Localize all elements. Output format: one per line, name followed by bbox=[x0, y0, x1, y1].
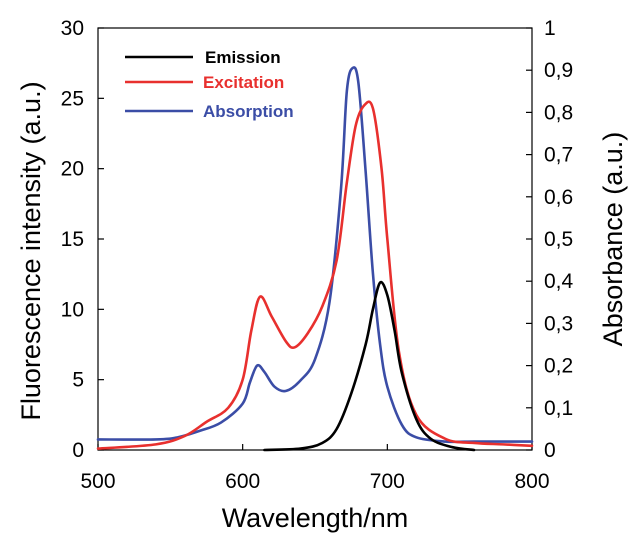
series-line-emission bbox=[263, 280, 476, 452]
plot-area: 0 5 10 15 20 25 30 0 0,1 0,2 0,3 0,4 0,5 0,6 0,7 0,8 0,… bbox=[61, 17, 574, 493]
left-tick-label: 25 bbox=[61, 87, 84, 110]
series-lines bbox=[96, 66, 534, 452]
left-axis-ticks: 0 5 10 15 20 25 30 bbox=[61, 17, 104, 462]
x-tick-label: 800 bbox=[514, 470, 549, 493]
left-tick-label: 0 bbox=[72, 439, 84, 462]
right-tick-label: 0,1 bbox=[544, 397, 573, 420]
right-tick-label: 0,2 bbox=[544, 355, 573, 378]
right-tick-label: 0,3 bbox=[544, 312, 573, 335]
left-tick-label: 15 bbox=[61, 228, 84, 251]
right-tick-label: 0,4 bbox=[544, 270, 574, 293]
x-axis-title: Wavelength/nm bbox=[222, 503, 409, 533]
right-tick-label: 0,9 bbox=[544, 59, 573, 82]
legend: Emission Excitation Absorption bbox=[125, 48, 294, 121]
right-axis-ticks: 0 0,1 0,2 0,3 0,4 0,5 0,6 0,7 0,8 0,9 1 bbox=[526, 17, 574, 462]
right-y-axis-title: Absorbance (a.u.) bbox=[598, 132, 628, 347]
left-tick-label: 10 bbox=[61, 298, 84, 321]
x-tick-label: 700 bbox=[370, 470, 405, 493]
left-tick-label: 5 bbox=[72, 369, 84, 392]
legend-label-excitation: Excitation bbox=[203, 73, 284, 92]
legend-label-emission: Emission bbox=[205, 48, 281, 67]
right-tick-label: 0,6 bbox=[544, 186, 573, 209]
right-tick-label: 1 bbox=[544, 17, 556, 40]
right-tick-label: 0 bbox=[544, 439, 556, 462]
x-tick-label: 600 bbox=[225, 470, 260, 493]
left-tick-label: 20 bbox=[61, 158, 84, 181]
left-tick-label: 30 bbox=[61, 17, 84, 40]
legend-label-absorption: Absorption bbox=[203, 102, 294, 121]
right-tick-label: 0,8 bbox=[544, 101, 573, 124]
right-tick-label: 0,7 bbox=[544, 144, 573, 167]
left-y-axis-title: Fluorescence intensity (a.u.) bbox=[16, 81, 46, 420]
plot-frame bbox=[97, 27, 533, 451]
x-axis-ticks: 500 600 700 800 bbox=[80, 444, 550, 493]
series-line-excitation bbox=[96, 100, 534, 450]
x-tick-label: 500 bbox=[80, 470, 115, 493]
series-line-absorption bbox=[96, 66, 534, 444]
right-tick-label: 0,5 bbox=[544, 228, 573, 251]
